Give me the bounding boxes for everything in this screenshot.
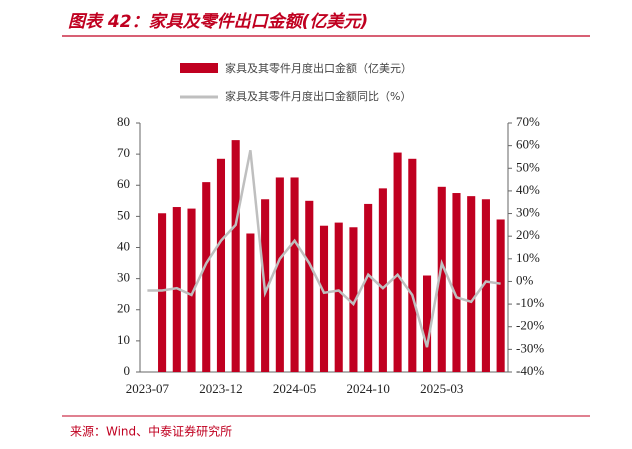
legend-label: 家具及其零件月度出口金额（亿美元） bbox=[225, 61, 412, 75]
y-tick-label: 0 bbox=[124, 363, 131, 378]
line bbox=[147, 149, 501, 348]
bar bbox=[275, 177, 284, 372]
y2-tick-label: -30% bbox=[516, 340, 544, 355]
y2-tick-label: -40% bbox=[516, 363, 544, 378]
y2-tick-label: 70% bbox=[516, 114, 540, 129]
legend-label: 家具及其零件月度出口金额同比（%） bbox=[225, 89, 411, 103]
bar bbox=[158, 213, 167, 372]
bar bbox=[231, 140, 240, 372]
bar bbox=[187, 208, 196, 372]
x-tick-label: 2023-07 bbox=[126, 381, 170, 396]
y2-tick-label: 40% bbox=[516, 182, 540, 197]
source: 来源：Wind、中泰证券研究所 bbox=[70, 424, 232, 439]
y2-tick-label: 30% bbox=[516, 205, 540, 220]
bar bbox=[364, 203, 373, 372]
bar bbox=[452, 193, 461, 372]
y-tick-label: 40 bbox=[117, 238, 130, 253]
y2-tick-label: 60% bbox=[516, 137, 540, 152]
x-tick-label: 2024-10 bbox=[346, 381, 389, 396]
x-tick-label: 2025-03 bbox=[420, 381, 463, 396]
legend-swatch-bar bbox=[180, 63, 218, 73]
x-tick-label: 2023-12 bbox=[199, 381, 242, 396]
y-tick-label: 20 bbox=[117, 301, 130, 316]
bar bbox=[496, 219, 505, 372]
x-tick-label: 2024-05 bbox=[273, 381, 316, 396]
y-tick-label: 80 bbox=[117, 114, 130, 129]
bar bbox=[378, 188, 387, 372]
y2-tick-label: -10% bbox=[516, 295, 544, 310]
y2-tick-label: 0% bbox=[516, 272, 534, 287]
y-tick-label: 70 bbox=[117, 145, 130, 160]
y-tick-label: 10 bbox=[117, 332, 130, 347]
bar bbox=[408, 158, 417, 372]
bar bbox=[349, 227, 358, 372]
bar bbox=[334, 222, 343, 372]
y-tick-label: 60 bbox=[117, 176, 130, 191]
bar bbox=[305, 200, 314, 372]
y2-tick-label: 20% bbox=[516, 227, 540, 242]
y2-tick-label: 50% bbox=[516, 159, 540, 174]
bar bbox=[202, 182, 211, 372]
y-tick-label: 30 bbox=[117, 270, 130, 285]
bar bbox=[290, 177, 299, 372]
bar bbox=[393, 152, 402, 372]
y2-tick-label: -20% bbox=[516, 318, 544, 333]
bar bbox=[467, 196, 476, 372]
bar bbox=[216, 158, 226, 372]
bar bbox=[422, 275, 432, 372]
bar bbox=[246, 233, 255, 372]
bar bbox=[481, 199, 490, 372]
chart-title: 图表 42：家具及零件出口金额(亿美元) bbox=[68, 12, 368, 32]
bar bbox=[319, 225, 329, 372]
y-tick-label: 50 bbox=[117, 207, 130, 222]
y2-tick-label: 10% bbox=[516, 250, 540, 265]
bar bbox=[437, 186, 446, 372]
